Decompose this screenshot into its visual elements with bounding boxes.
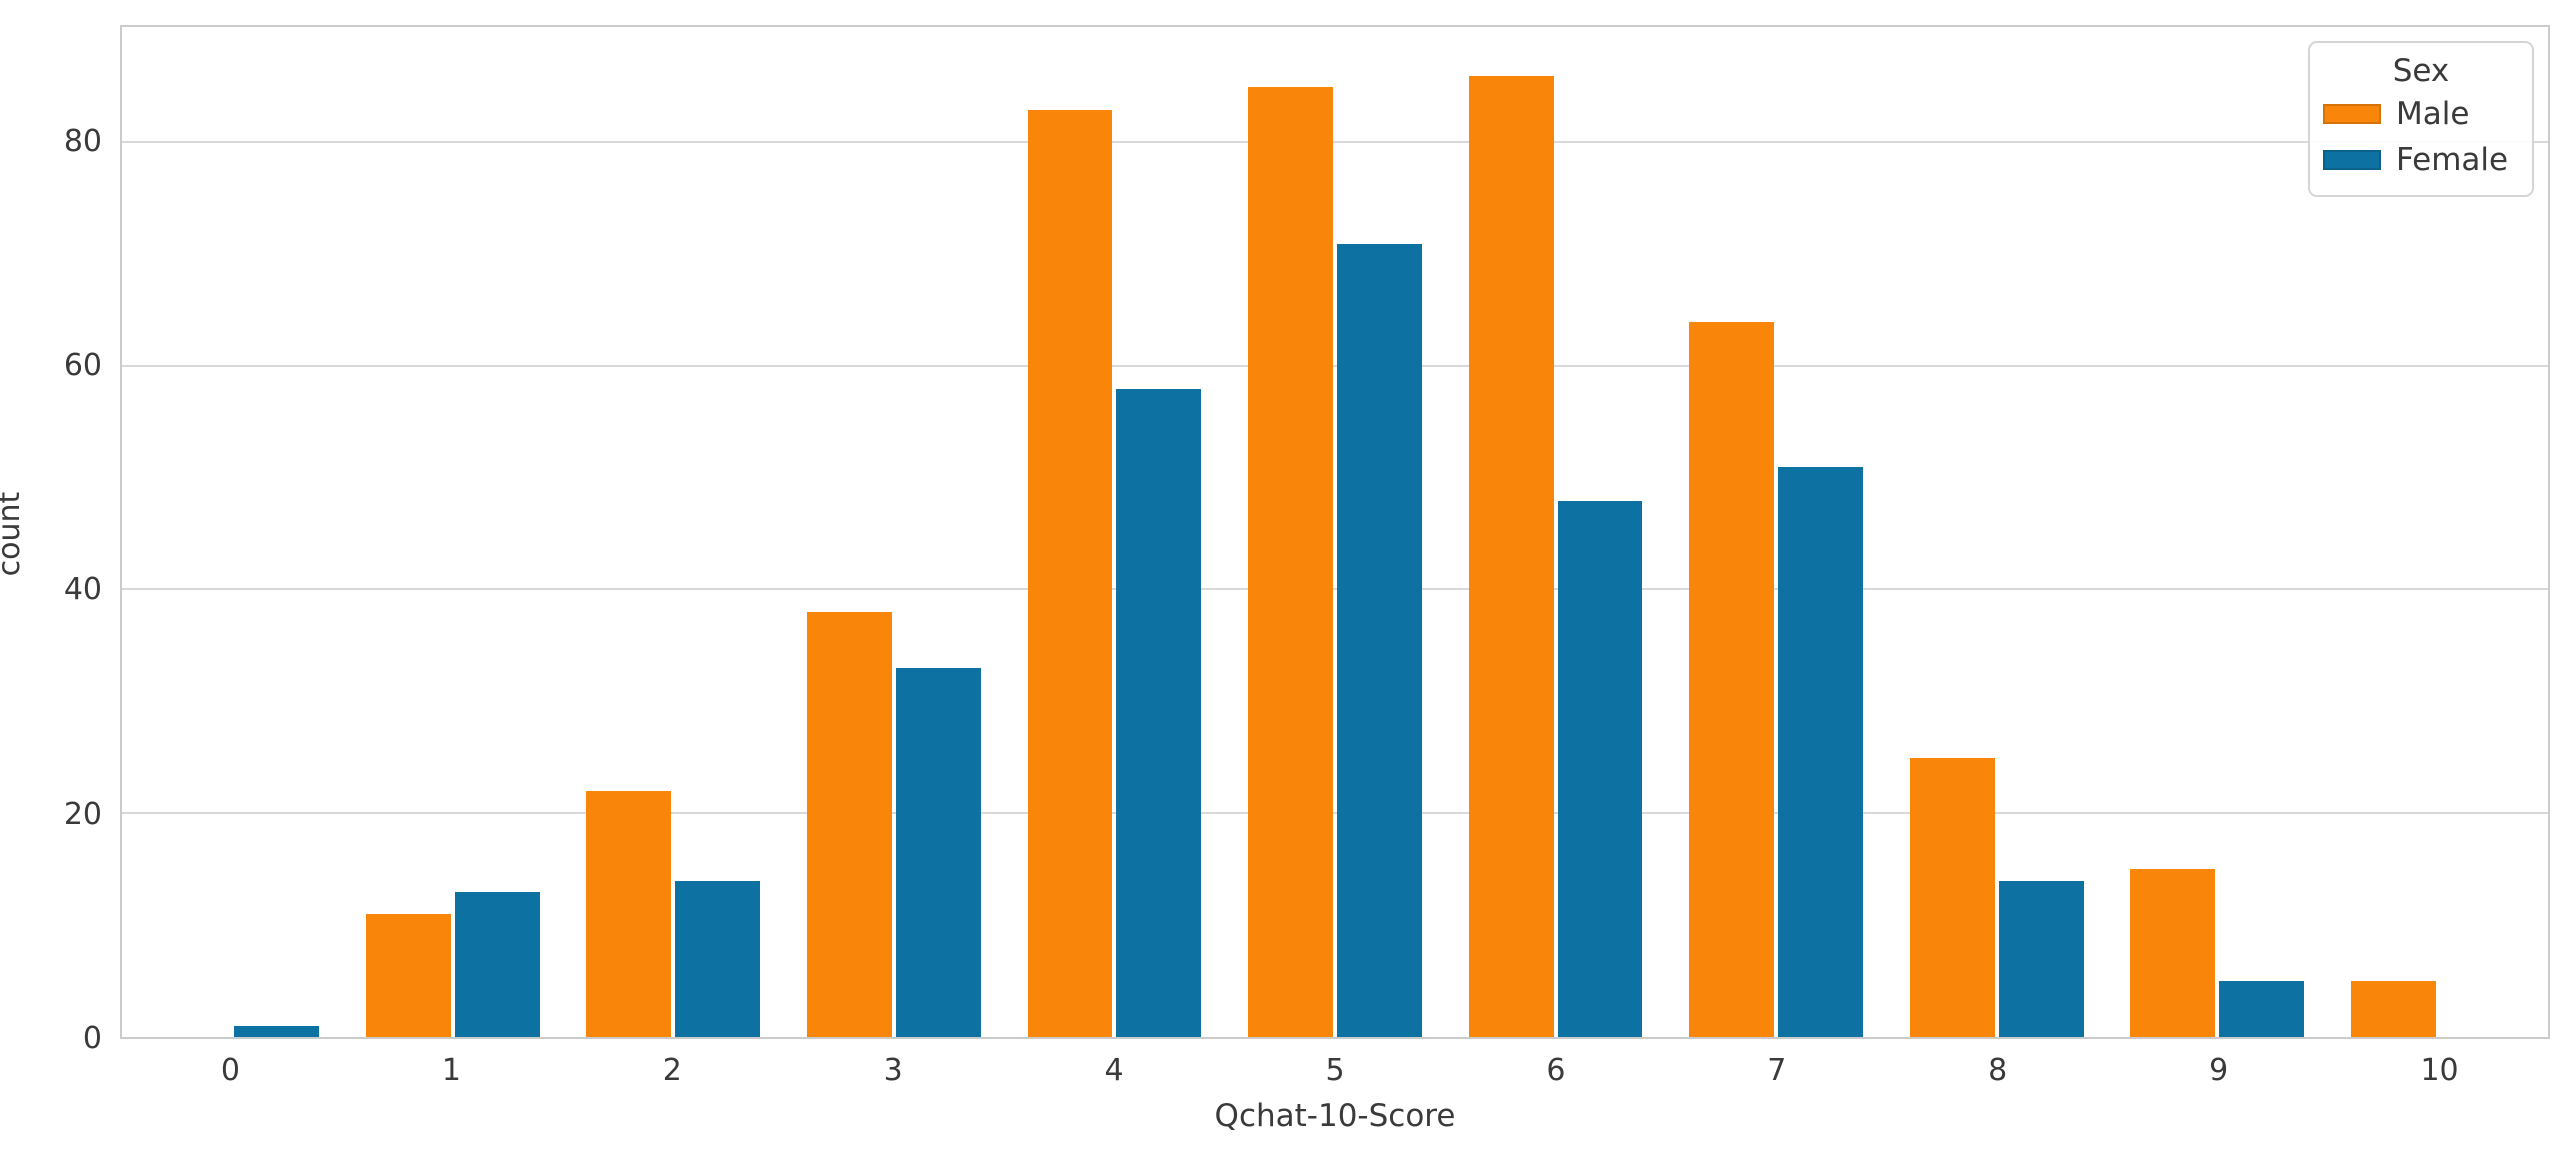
gridline-y-40 [122,588,2548,591]
bar-male-3 [807,612,892,1037]
legend: Sex Male Female [2308,41,2534,197]
category-slot-0 [122,27,343,1037]
bar-male-1 [365,914,451,1037]
bar-female-8 [1998,880,2084,1037]
legend-item-male: Male [2323,91,2519,137]
category-slot-6 [1445,27,1666,1037]
category-slot-8 [1886,27,2107,1037]
bar-male-10 [2350,981,2436,1037]
legend-items: Male Female [2323,91,2519,183]
bar-male-5 [1248,87,1333,1037]
x-tick-label-9: 9 [2209,1053,2229,1088]
bar-female-9 [2219,981,2305,1037]
x-tick-label-10: 10 [2420,1053,2459,1088]
gridline-layer [122,27,2548,1037]
category-slot-5 [1225,27,1446,1037]
y-tick-label-80: 80 [63,123,102,159]
bar-female-7 [1778,467,1863,1037]
bar-female-3 [895,668,981,1037]
x-tick-label-0: 0 [220,1053,240,1088]
x-tick-label-2: 2 [662,1053,682,1088]
gridline-y-20 [122,811,2548,814]
x-tick-label-1: 1 [441,1053,461,1088]
x-axis-tick-labels: 0 1 2 3 4 5 6 7 8 9 10 [120,1049,2550,1093]
gridline-y-80 [122,141,2548,144]
legend-title: Sex [2392,53,2450,89]
bar-female-5 [1337,243,1422,1037]
x-tick-label-6: 6 [1546,1053,1566,1088]
legend-label-male: Male [2396,96,2470,132]
category-slot-2 [563,27,784,1037]
x-tick-label-7: 7 [1767,1053,1787,1088]
legend-label-female: Female [2396,142,2509,178]
bar-male-2 [586,791,672,1037]
x-tick-label-4: 4 [1104,1053,1124,1088]
bar-female-2 [675,880,761,1037]
bar-female-6 [1557,500,1643,1037]
bar-male-8 [1909,757,1995,1037]
x-tick-label-8: 8 [1988,1053,2008,1088]
bar-male-7 [1689,321,1775,1037]
x-tick-label-5: 5 [1325,1053,1345,1088]
legend-item-female: Female [2323,137,2519,183]
bar-female-0 [234,1025,320,1037]
category-slot-3 [784,27,1005,1037]
category-slot-10 [2327,27,2548,1037]
bar-female-4 [1116,389,1202,1037]
category-slot-1 [343,27,564,1037]
legend-swatch-male [2323,104,2381,124]
y-axis-tick-labels: 0 20 40 60 80 [0,25,102,1053]
x-axis-title: Qchat-10-Score [1214,1098,1456,1134]
category-slot-4 [1004,27,1225,1037]
y-tick-label-60: 60 [63,348,102,383]
category-slot-7 [1666,27,1887,1037]
legend-swatch-female [2323,150,2381,170]
category-slot-9 [2107,27,2328,1037]
bar-male-4 [1027,109,1113,1037]
bars-layer [122,27,2548,1037]
bar-male-6 [1468,76,1554,1037]
gridline-y-60 [122,364,2548,367]
x-tick-label-3: 3 [883,1053,903,1088]
bar-male-9 [2130,869,2216,1037]
plot-area: Sex Male Female [120,25,2550,1039]
y-tick-label-20: 20 [63,796,102,832]
bar-female-1 [454,891,540,1037]
y-tick-label-40: 40 [63,572,102,608]
y-tick-label-0: 0 [82,1021,102,1056]
